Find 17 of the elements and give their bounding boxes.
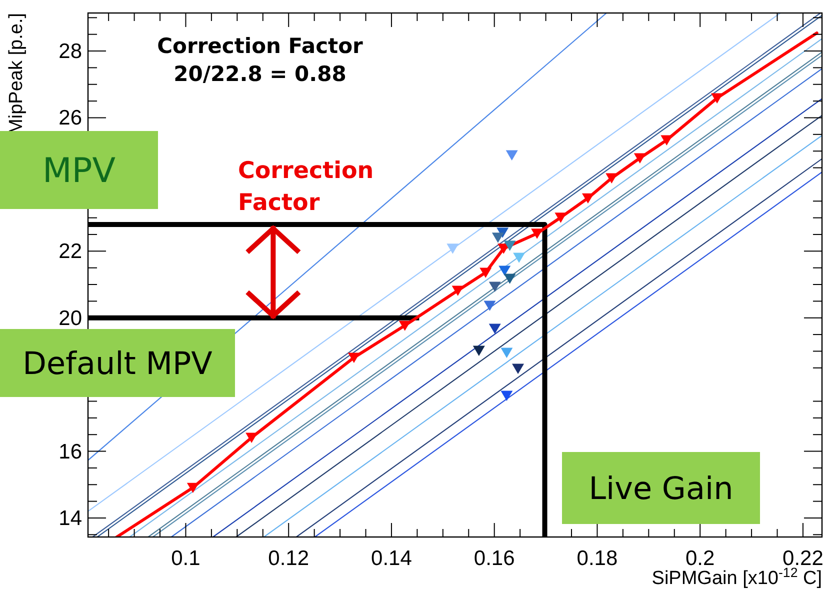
x-tick-label: 0.12	[268, 547, 310, 570]
x-tick-label: 0.14	[371, 547, 412, 570]
y-tick-label: 14	[58, 506, 82, 530]
x-tick-label: 0.16	[474, 547, 515, 570]
y-tick-label: 28	[58, 40, 82, 64]
annotation: Default MPV	[22, 346, 212, 382]
y-tick-label: 16	[58, 440, 82, 464]
x-tick-label: 0.18	[576, 547, 618, 570]
x-tick-label: 0.1	[171, 547, 200, 570]
y-tick-label: 26	[58, 106, 82, 130]
y-tick-label: 20	[58, 306, 82, 330]
annotation: Live Gain	[588, 471, 734, 508]
annotation: Correction Factor	[157, 34, 364, 58]
annotation: MPV	[42, 151, 116, 192]
annotation: 20/22.8 = 0.88	[174, 62, 346, 86]
y-tick-label: 22	[58, 240, 82, 264]
annotation: Correction Factor	[238, 158, 374, 216]
